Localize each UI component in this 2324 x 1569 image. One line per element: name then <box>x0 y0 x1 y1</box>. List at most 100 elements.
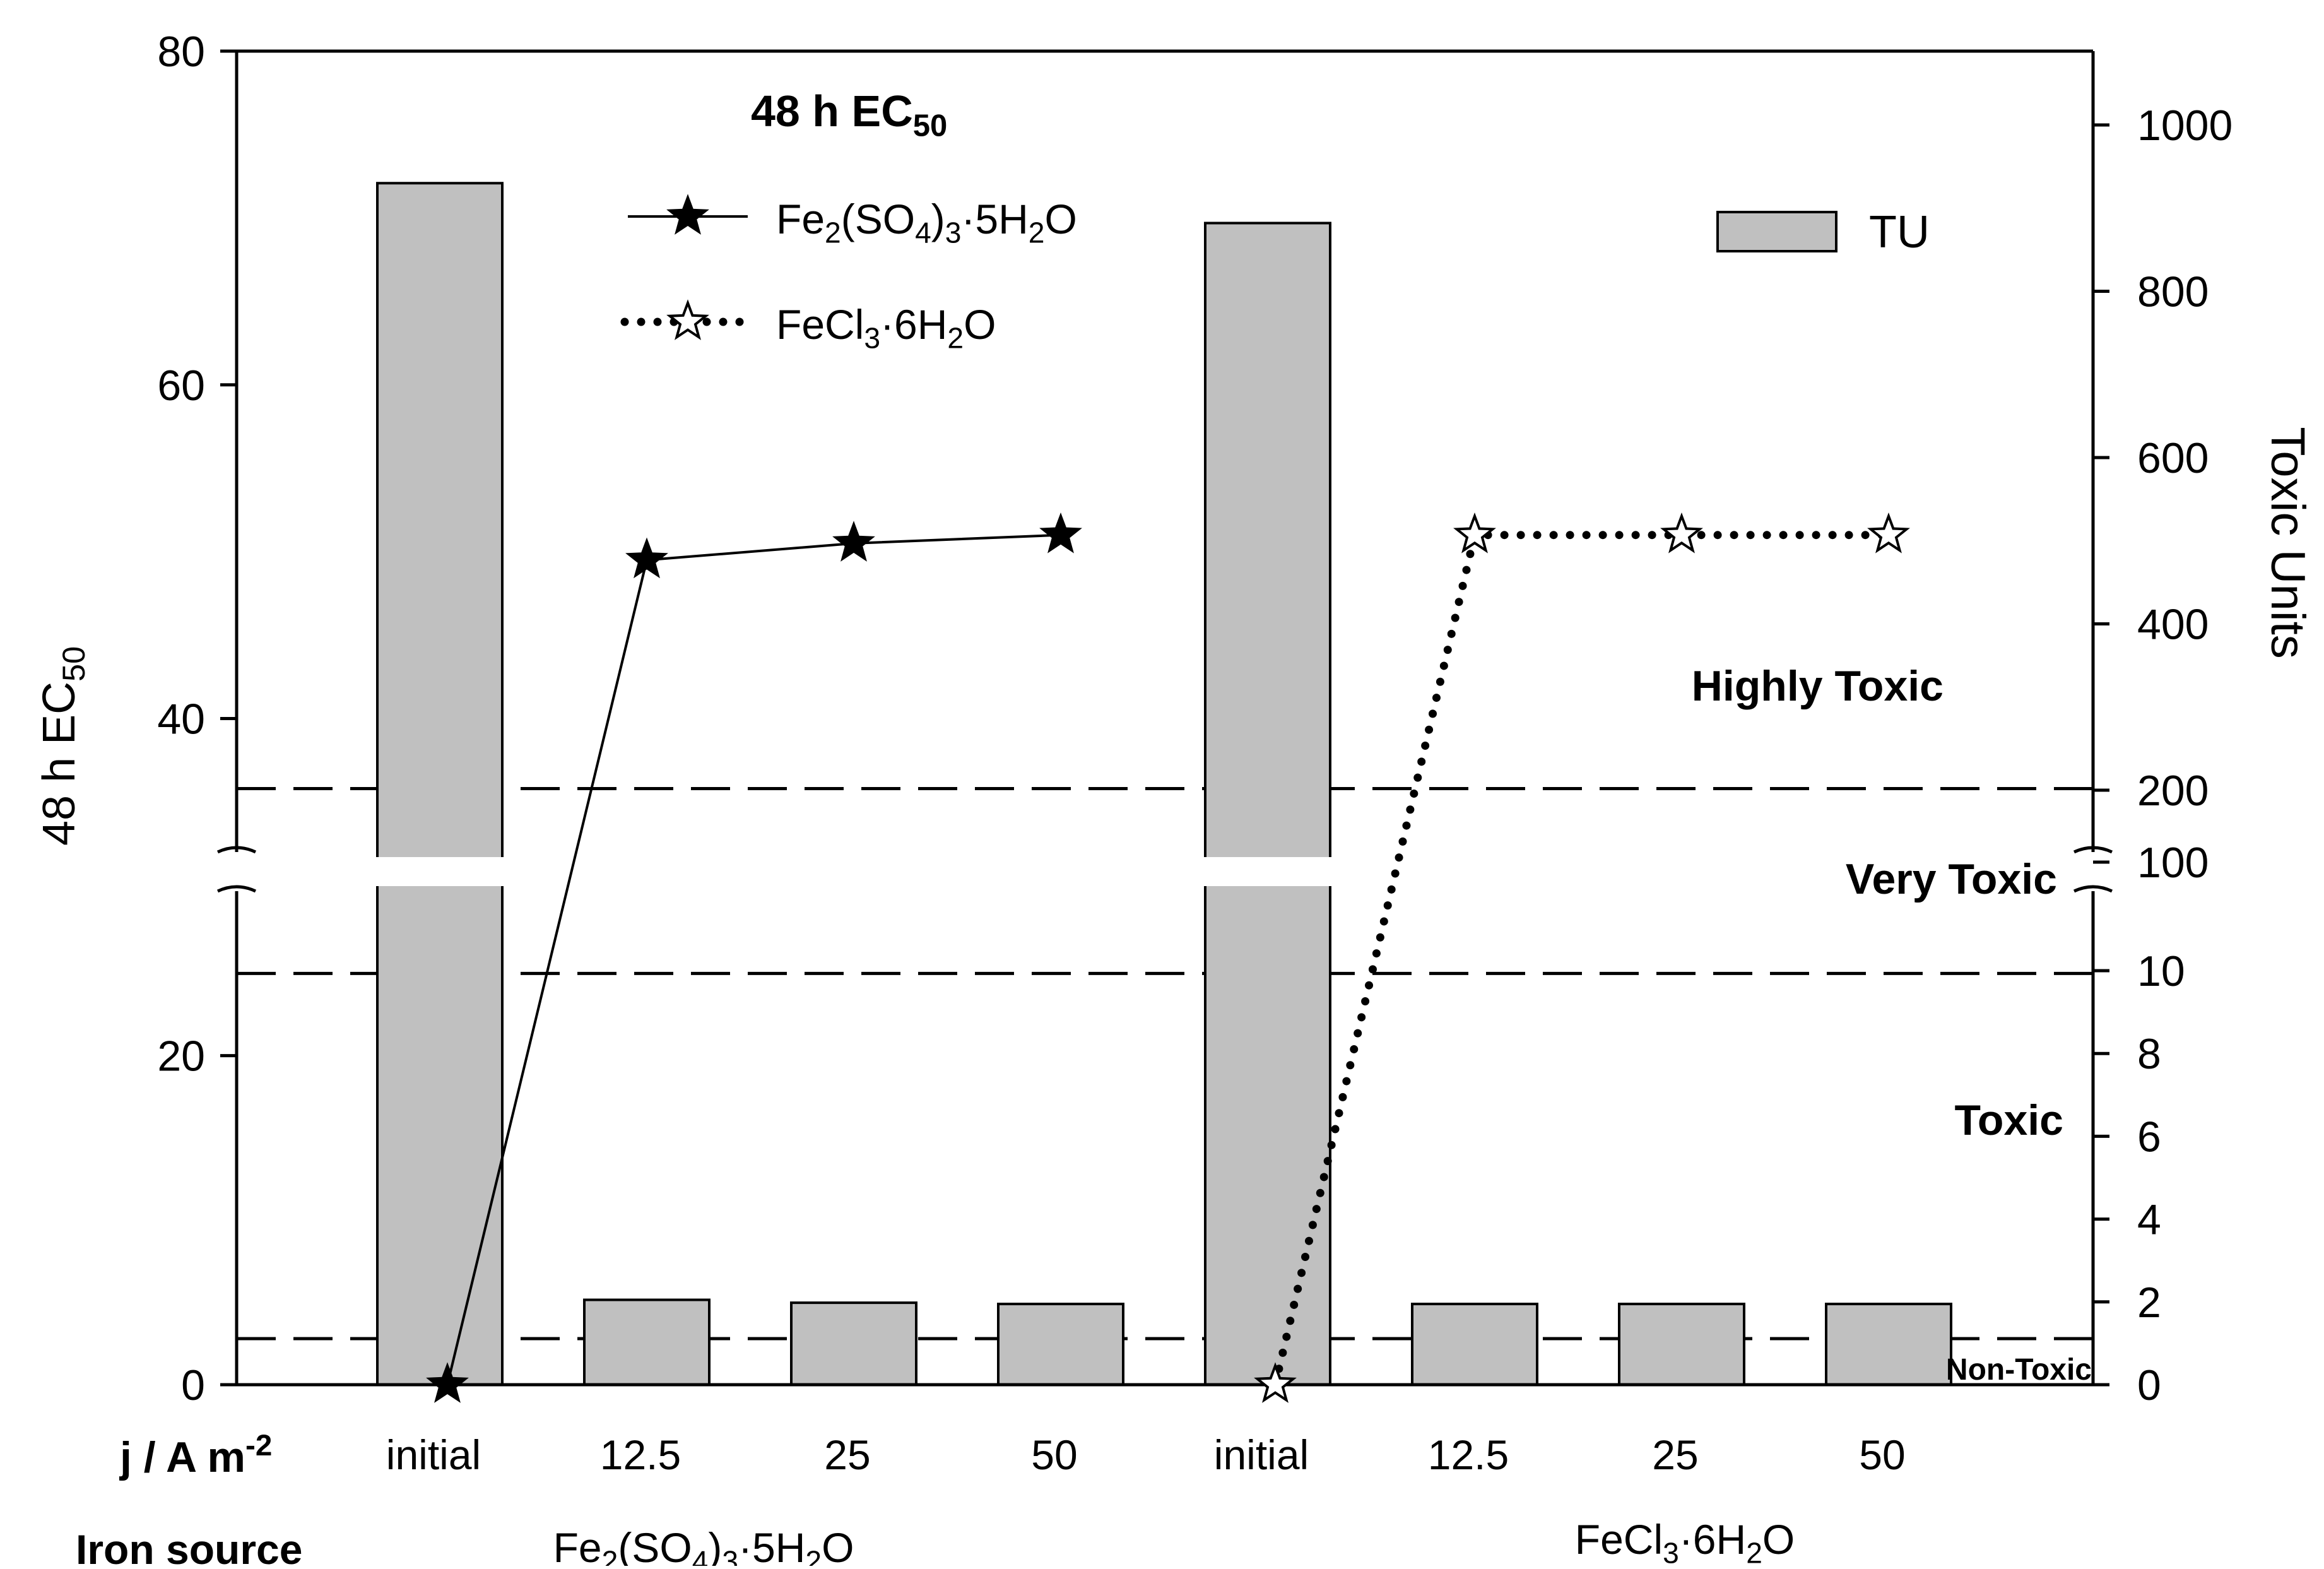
x-tick-label: 50 <box>1031 1431 1077 1478</box>
left-tick-label: 40 <box>157 696 205 743</box>
axis-break-mark <box>216 846 257 854</box>
x-tick-label: 12.5 <box>1428 1431 1509 1478</box>
tu-bar <box>997 1303 1124 1387</box>
group-label-fe2so43-part: ) <box>708 1524 722 1566</box>
x-tick-label: 25 <box>1652 1431 1698 1478</box>
tu-bar <box>376 182 504 1387</box>
series-marker-1 <box>1254 1362 1297 1403</box>
right-tick-label: 800 <box>2137 268 2209 316</box>
zone-label: Highly Toxic <box>1692 662 1944 710</box>
x-axis-label: j / A m-2 <box>119 1429 272 1481</box>
left-tick-label: 80 <box>157 28 205 76</box>
right-tick-label: 1000 <box>2137 102 2233 150</box>
group-label-fecl3-part: FeCl <box>1575 1516 1663 1563</box>
series-line-0 <box>446 533 1061 1385</box>
right-tick-label: 4 <box>2137 1196 2161 1244</box>
axis-break-mark <box>2073 885 2113 893</box>
group-label-fe2so43-part: 2 <box>602 1545 618 1566</box>
legend-label-fe2so43-part: 2 <box>1029 216 1045 249</box>
x-axis-label-part: j / A m <box>119 1433 245 1481</box>
chart-title-part: 50 <box>913 109 948 143</box>
series-line-1 <box>1271 531 1893 1389</box>
legend-label-fe2so43-part: Fe <box>776 196 825 242</box>
legend-label-fecl3: FeCl3·6H2O <box>776 301 996 355</box>
y-axis-label-part: 50 <box>56 646 91 682</box>
group-label-fecl3-part: 3 <box>1663 1537 1679 1566</box>
legend-label-fecl3-part: 2 <box>947 322 964 355</box>
series-marker-0 <box>1039 512 1082 554</box>
series-marker-0 <box>832 521 875 562</box>
group-label-fe2so43-part: Fe <box>553 1524 602 1566</box>
legend-marker-fe2so43 <box>666 194 709 235</box>
legend-label-fecl3-part: FeCl <box>776 301 864 348</box>
legend-label-fe2so43-part: 2 <box>825 216 841 249</box>
right-tick-label: 400 <box>2137 601 2209 649</box>
legend-label-fe2so43-part: ·5H <box>961 196 1028 242</box>
tu-bar <box>583 1298 711 1387</box>
left-tick-label: 0 <box>181 1361 205 1409</box>
legend-marker-fecl3 <box>666 299 709 340</box>
axis-break-mark <box>216 885 257 893</box>
right-tick-label: 2 <box>2137 1279 2161 1327</box>
right-tick-label: 0 <box>2137 1361 2161 1409</box>
group-label-fe2so43: Fe2(SO4)3·5H2O <box>553 1524 854 1566</box>
left-tick-label: 20 <box>157 1033 205 1081</box>
iron-source-label: Iron source <box>76 1526 302 1566</box>
tu-bar <box>790 1301 917 1387</box>
x-tick-label: initial <box>386 1431 481 1478</box>
legend-label-fe2so43-part: 4 <box>915 216 931 249</box>
y-axis-label: 48 h EC50 <box>34 646 91 846</box>
group-label-fe2so43-part: 3 <box>722 1545 738 1566</box>
legend-label-fe2so43-part: 3 <box>945 216 962 249</box>
zone-label: Very Toxic <box>1846 855 2057 903</box>
right-tick-label: 8 <box>2137 1030 2161 1078</box>
x-tick-label: 12.5 <box>600 1431 681 1478</box>
bar-break-gap <box>374 857 506 886</box>
group-label-fe2so43-part: ·5H <box>738 1524 805 1566</box>
series-marker-0 <box>426 1362 469 1403</box>
series-marker-1 <box>1453 512 1496 554</box>
bar-break-gap <box>1201 857 1334 886</box>
zone-label: Toxic <box>1954 1096 2063 1144</box>
x-tick-label: 50 <box>1859 1431 1905 1478</box>
group-label-fecl3: FeCl3·6H2O <box>1575 1516 1795 1566</box>
group-label-fecl3-part: 2 <box>1746 1537 1762 1566</box>
legend-label-fecl3-part: O <box>964 301 996 348</box>
tu-bar <box>1204 222 1331 1387</box>
series-marker-1 <box>1867 512 1910 554</box>
group-label-fe2so43-part: (SO <box>618 1524 692 1566</box>
x-tick-label: initial <box>1214 1431 1309 1478</box>
group-label-fecl3-part: O <box>1762 1516 1795 1563</box>
right-tick-label: 200 <box>2137 767 2209 815</box>
right-tick-label: 6 <box>2137 1113 2161 1161</box>
left-tick-label: 60 <box>157 362 205 410</box>
legend-label-fe2so43: Fe2(SO4)3·5H2O <box>776 196 1077 249</box>
legend-label-tu: TU <box>1869 207 1930 258</box>
right-tick-label: 10 <box>2137 947 2185 995</box>
axis-break-mark <box>2073 846 2113 854</box>
group-label-fe2so43-part: 2 <box>805 1545 822 1566</box>
group-label-fecl3-part: ·6H <box>1679 1516 1746 1563</box>
y2-axis-label: Toxic Units <box>2261 427 2315 658</box>
chart-title-part: 48 h EC <box>751 86 913 136</box>
x-tick-label: 25 <box>824 1431 870 1478</box>
group-label-fe2so43-part: 4 <box>692 1545 709 1566</box>
legend-label-fecl3-part: 3 <box>864 322 880 355</box>
series-marker-0 <box>625 537 668 579</box>
legend-label-fe2so43-part: O <box>1044 196 1076 242</box>
tu-bar <box>1618 1303 1745 1387</box>
legend-label-fe2so43-part: ) <box>931 196 945 242</box>
series-marker-1 <box>1660 512 1703 554</box>
right-tick-label: 100 <box>2137 839 2209 887</box>
legend-swatch-tu <box>1716 211 1837 252</box>
tu-bar <box>1825 1303 1952 1387</box>
chart-title: 48 h EC50 <box>751 86 947 143</box>
group-label-fe2so43-part: O <box>822 1524 854 1566</box>
right-tick-label: 600 <box>2137 434 2209 482</box>
tu-bar <box>1411 1303 1538 1387</box>
y-axis-label-part: 48 h EC <box>34 682 85 846</box>
x-axis-label-part: -2 <box>245 1429 272 1462</box>
legend-label-fecl3-part: ·6H <box>880 301 947 348</box>
